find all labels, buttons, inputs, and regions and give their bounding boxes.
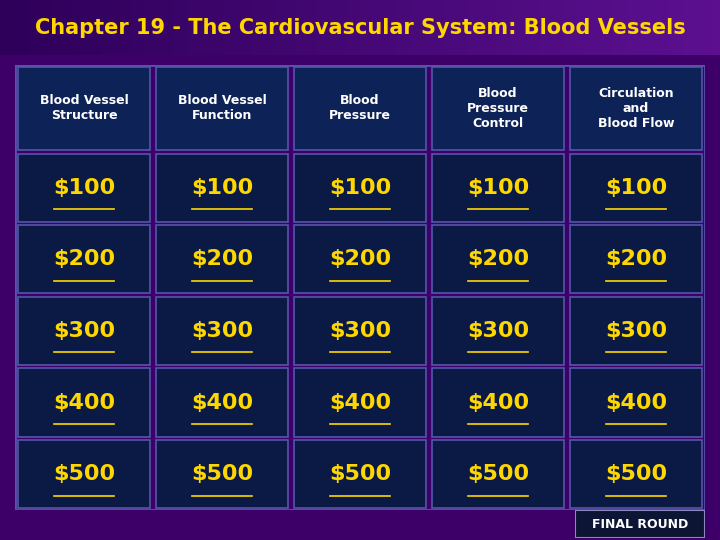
Bar [18,67,150,150]
Bar [570,153,702,221]
Bar [570,225,702,293]
Bar [570,440,702,508]
Bar [18,225,150,293]
Text: $400: $400 [53,393,115,413]
Bar [294,440,426,508]
Text: Blood
Pressure: Blood Pressure [329,94,391,123]
Text: $200: $200 [605,249,667,269]
Bar [432,440,564,508]
Bar [432,297,564,365]
Bar [156,225,288,293]
Text: $500: $500 [329,464,391,484]
Bar [432,67,564,150]
Text: $200: $200 [191,249,253,269]
Text: $400: $400 [605,393,667,413]
Text: $500: $500 [191,464,253,484]
Text: $300: $300 [53,321,115,341]
Text: $300: $300 [605,321,667,341]
Bar [432,368,564,436]
Bar [432,225,564,293]
Text: $400: $400 [191,393,253,413]
Text: $400: $400 [467,393,529,413]
Text: $200: $200 [467,249,529,269]
Bar [294,225,426,293]
Text: Blood Vessel
Structure: Blood Vessel Structure [40,94,128,123]
Bar [156,368,288,436]
Text: $300: $300 [191,321,253,341]
Bar [156,440,288,508]
Bar [294,368,426,436]
Text: Blood
Pressure
Control: Blood Pressure Control [467,87,529,130]
Bar [156,153,288,221]
Bar [18,297,150,365]
Bar [294,297,426,365]
Bar [18,368,150,436]
Text: $100: $100 [467,178,529,198]
Text: $100: $100 [53,178,115,198]
Text: Circulation
and
Blood Flow: Circulation and Blood Flow [598,87,674,130]
Bar [18,153,150,221]
Text: $100: $100 [329,178,391,198]
Text: $200: $200 [53,249,115,269]
Bar [570,297,702,365]
Bar [294,153,426,221]
Text: $300: $300 [329,321,391,341]
Text: Blood Vessel
Function: Blood Vessel Function [178,94,266,123]
Text: $200: $200 [329,249,391,269]
Text: $300: $300 [467,321,529,341]
Bar [432,153,564,221]
Text: FINAL ROUND: FINAL ROUND [592,517,688,530]
Text: $100: $100 [191,178,253,198]
Bar [156,67,288,150]
Text: $500: $500 [467,464,529,484]
Text: Chapter 19 - The Cardiovascular System: Blood Vessels: Chapter 19 - The Cardiovascular System: … [35,17,685,37]
Text: $100: $100 [605,178,667,198]
Bar [570,67,702,150]
Text: $400: $400 [329,393,391,413]
Text: $500: $500 [53,464,115,484]
Bar [18,440,150,508]
Bar [294,67,426,150]
Text: $500: $500 [605,464,667,484]
Bar [570,368,702,436]
Bar [156,297,288,365]
